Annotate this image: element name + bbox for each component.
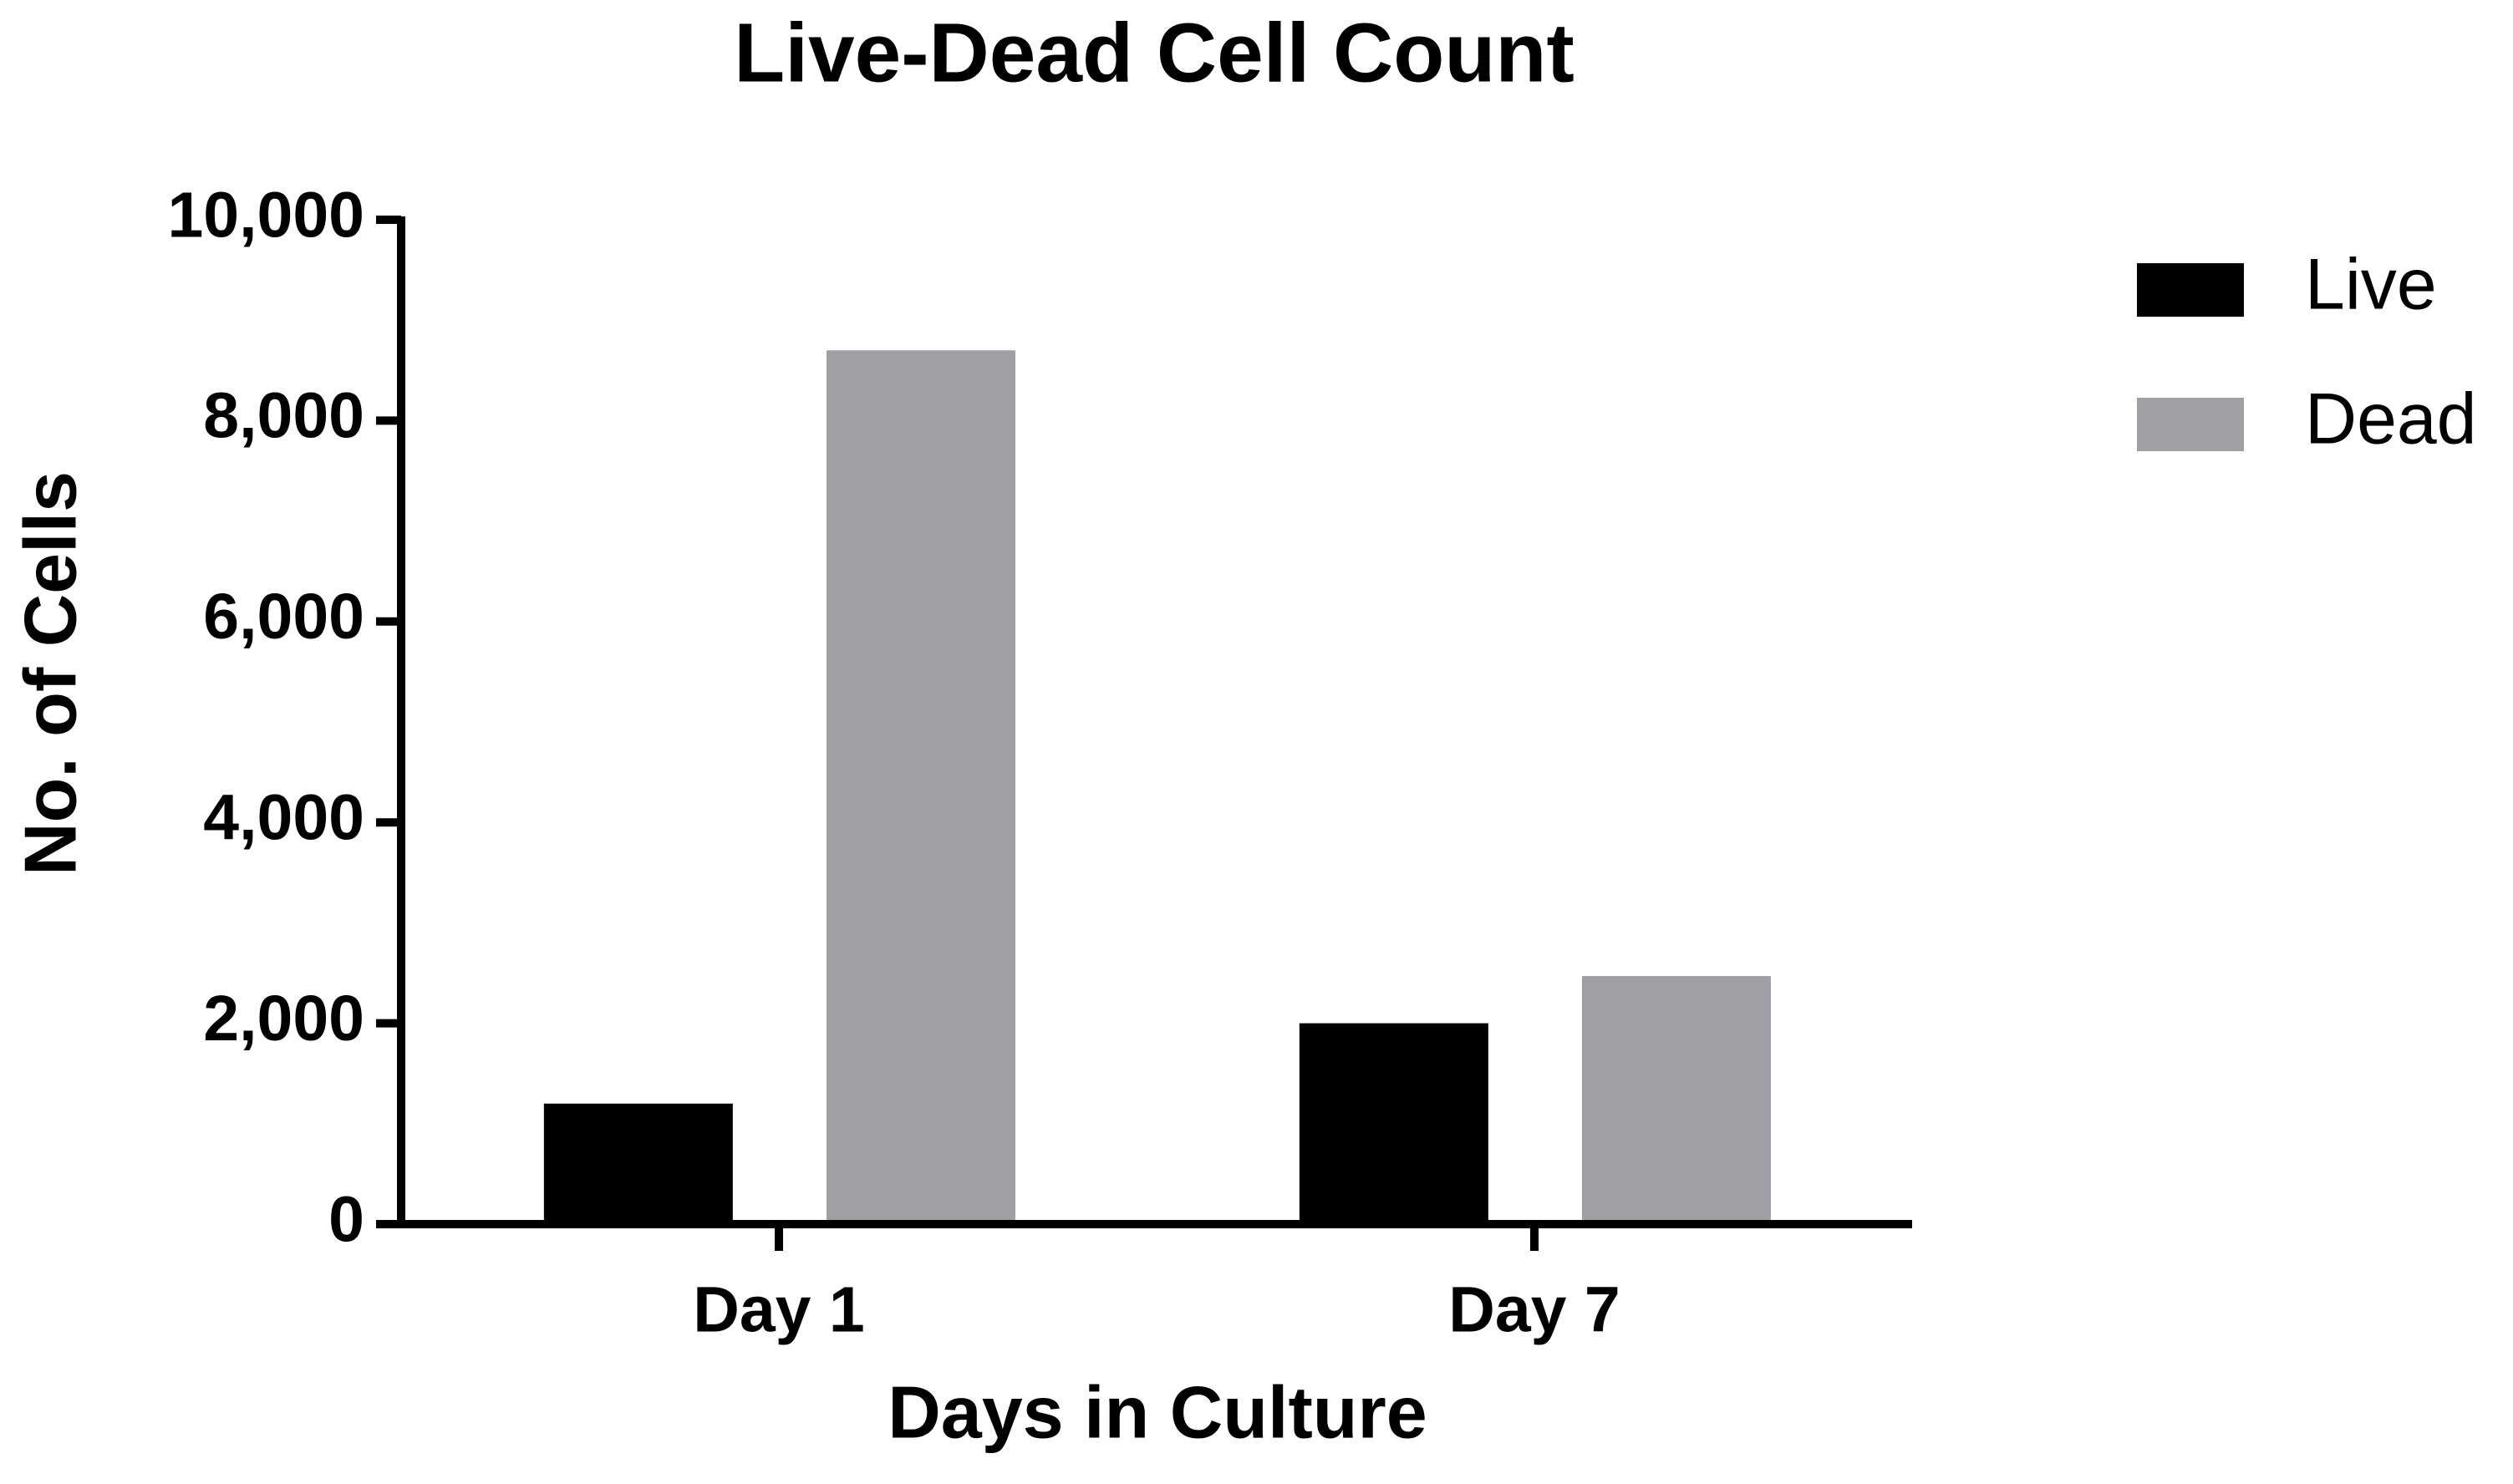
chart-title: Live-Dead Cell Count bbox=[734, 6, 1574, 99]
y-tick-label: 10,000 bbox=[167, 179, 364, 251]
y-tick-label: 6,000 bbox=[203, 581, 364, 653]
y-tick-label: 2,000 bbox=[203, 983, 364, 1055]
legend-swatch bbox=[2137, 263, 2244, 317]
y-tick-label: 4,000 bbox=[203, 782, 364, 854]
legend-label: Dead bbox=[2305, 379, 2477, 460]
y-tick-label: 8,000 bbox=[203, 380, 364, 452]
legend-swatch bbox=[2137, 398, 2244, 451]
x-tick-label: Day 7 bbox=[1448, 1273, 1620, 1345]
bar bbox=[1581, 976, 1771, 1224]
bar bbox=[826, 350, 1015, 1224]
legend-label: Live bbox=[2305, 245, 2437, 325]
bar bbox=[1299, 1023, 1488, 1224]
y-tick-label: 0 bbox=[328, 1183, 364, 1255]
y-axis-label: No. of Cells bbox=[8, 471, 91, 876]
x-axis-label: Days in Culture bbox=[888, 1370, 1427, 1453]
x-tick-label: Day 1 bbox=[693, 1273, 864, 1345]
bar bbox=[543, 1103, 733, 1224]
